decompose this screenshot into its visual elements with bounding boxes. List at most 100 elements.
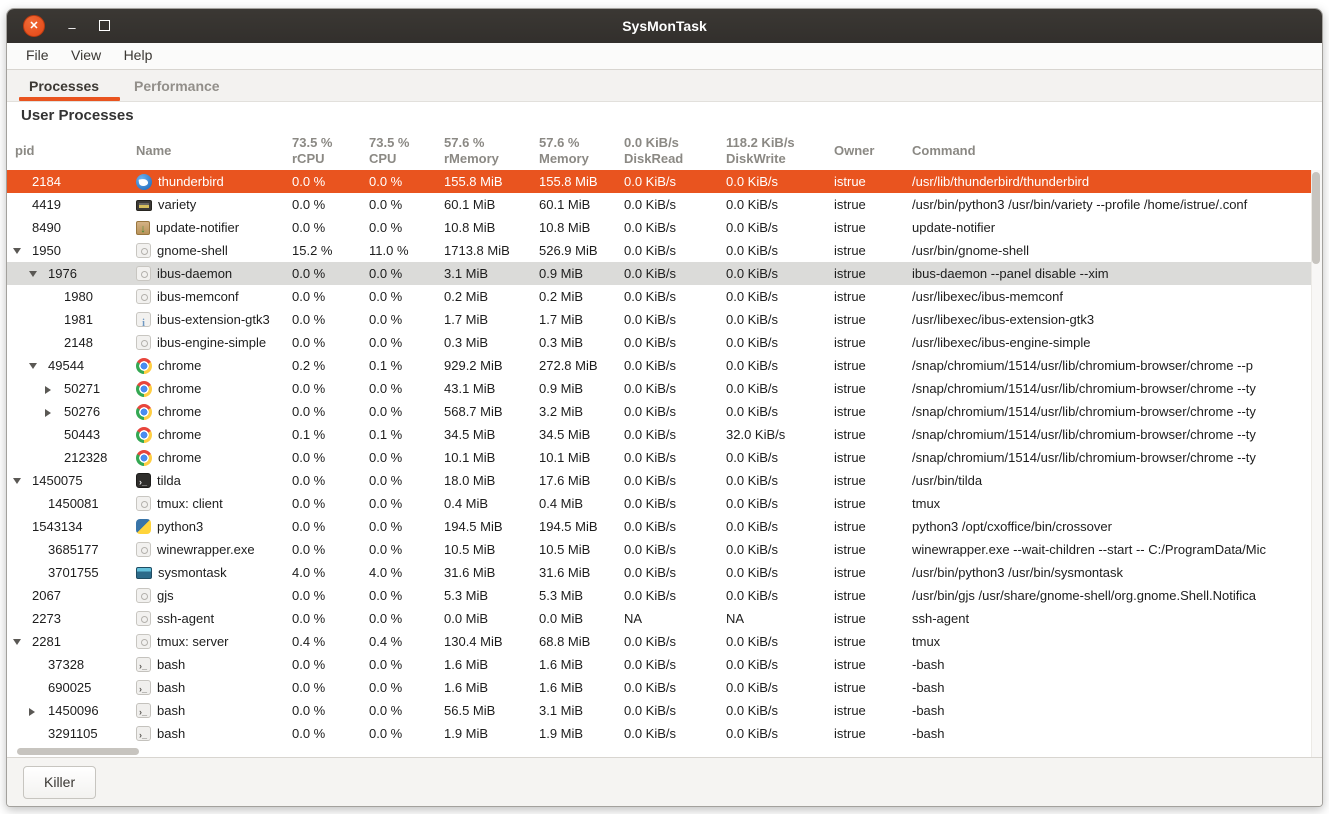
dread-cell: 0.0 KiB/s [624, 335, 677, 350]
process-row-49544[interactable]: 49544 chrome 0.2 % 0.1 % 929.2 MiB 272.8 MiB 0… [7, 354, 1322, 377]
pid-cell: 2148 [64, 335, 93, 350]
name-cell: bash [136, 699, 292, 722]
expand-arrow-icon[interactable] [29, 708, 35, 716]
menu-view[interactable]: View [71, 47, 102, 63]
dread-cell: 0.0 KiB/s [624, 404, 677, 419]
close-button[interactable] [23, 15, 45, 37]
col-header-rcpu[interactable]: 73.5 % rCPU [292, 135, 333, 166]
cpu-cell: 0.0 % [369, 726, 403, 741]
thunderbird-icon [136, 173, 152, 190]
gear-icon [136, 542, 151, 558]
cpu-cell: 0.0 % [369, 197, 403, 212]
dread-cell: 0.0 KiB/s [624, 634, 677, 649]
process-row-1980[interactable]: 1980 ibus-memconf 0.0 % 0.0 % 0.2 MiB 0.2 MiB… [7, 285, 1322, 308]
col-header-owner[interactable]: Owner [834, 143, 875, 158]
menu-help[interactable]: Help [123, 47, 153, 63]
name-cell: ibus-engine-simple [136, 331, 292, 354]
dread-cell: 0.0 KiB/s [624, 726, 677, 741]
process-row-2148[interactable]: 2148 ibus-engine-simple 0.0 % 0.0 % 0.3 MiB 0… [7, 331, 1322, 354]
cmd-cell: -bash [912, 657, 945, 672]
col-header-command[interactable]: Command [912, 143, 976, 158]
process-row-3291105[interactable]: 3291105 bash 0.0 % 0.0 % 1.9 MiB 1.9 MiB 0.0 K… [7, 722, 1322, 745]
name-cell: tmux: server [136, 630, 292, 653]
dwrite-cell: 0.0 KiB/s [726, 473, 779, 488]
dread-cell: 0.0 KiB/s [624, 220, 677, 235]
process-row-1950[interactable]: 1950 gnome-shell 15.2 % 11.0 % 1713.8 MiB 526… [7, 239, 1322, 262]
rmem-cell: 155.8 MiB [444, 174, 503, 189]
col-header-memory[interactable]: 57.6 % Memory [539, 135, 589, 166]
process-row-50443[interactable]: 50443 chrome 0.1 % 0.1 % 34.5 MiB 34.5 MiB 0.0… [7, 423, 1322, 446]
col-header-pid[interactable]: pid [15, 143, 35, 158]
maximize-button[interactable] [99, 20, 110, 31]
process-row-1976[interactable]: 1976 ibus-daemon 0.0 % 0.0 % 3.1 MiB 0.9 MiB 0… [7, 262, 1322, 285]
process-row-1450096[interactable]: 1450096 bash 0.0 % 0.0 % 56.5 MiB 3.1 MiB 0.0 … [7, 699, 1322, 722]
process-row-1981[interactable]: 1981 ibus-extension-gtk3 0.0 % 0.0 % 1.7 MiB… [7, 308, 1322, 331]
menu-file[interactable]: File [26, 47, 49, 63]
tab-processes[interactable]: Processes [29, 78, 100, 94]
vertical-scrollbar-track[interactable] [1311, 170, 1322, 758]
process-row-3685177[interactable]: 3685177 winewrapper.exe 0.0 % 0.0 % 10.5 MiB… [7, 538, 1322, 561]
process-row-1543134[interactable]: 1543134 python3 0.0 % 0.0 % 194.5 MiB 194.5 M… [7, 515, 1322, 538]
name-cell: python3 [136, 515, 292, 538]
process-row-1450081[interactable]: 1450081 tmux: client 0.0 % 0.0 % 0.4 MiB 0.4 … [7, 492, 1322, 515]
rmem-cell: 568.7 MiB [444, 404, 503, 419]
owner-cell: istrue [834, 450, 866, 465]
mem-cell: 0.3 MiB [539, 335, 584, 350]
process-row-50276[interactable]: 50276 chrome 0.0 % 0.0 % 568.7 MiB 3.2 MiB 0.0… [7, 400, 1322, 423]
process-row-2184[interactable]: 2184 thunderbird 0.0 % 0.0 % 155.8 MiB 155.8 … [7, 170, 1322, 193]
col-header-diskread[interactable]: 0.0 KiB/s DiskRead [624, 135, 684, 166]
process-row-4419[interactable]: 4419 variety 0.0 % 0.0 % 60.1 MiB 60.1 MiB 0.0… [7, 193, 1322, 216]
expand-arrow-icon[interactable] [45, 386, 51, 394]
rmem-cell: 0.3 MiB [444, 335, 489, 350]
col-header-rmemory[interactable]: 57.6 % rMemory [444, 135, 499, 166]
mem-cell: 1.6 MiB [539, 680, 584, 695]
pid-cell: 1450096 [7, 699, 134, 722]
owner-cell: istrue [834, 335, 866, 350]
horizontal-scrollbar-handle[interactable] [17, 748, 139, 755]
name-cell: chrome [136, 377, 292, 400]
killer-button[interactable]: Killer [23, 766, 97, 799]
pid-cell: 3291105 [48, 726, 98, 741]
mem-cell: 0.9 MiB [539, 381, 584, 396]
dread-cell: 0.0 KiB/s [624, 542, 677, 557]
col-header-name[interactable]: Name [136, 143, 172, 158]
vertical-scrollbar-handle[interactable] [1312, 172, 1320, 264]
col-header-diskwrite[interactable]: 118.2 KiB/s DiskWrite [726, 135, 795, 166]
dread-cell: 0.0 KiB/s [624, 174, 677, 189]
tab-performance[interactable]: Performance [134, 78, 220, 94]
owner-cell: istrue [834, 174, 866, 189]
collapse-arrow-icon[interactable] [29, 271, 37, 277]
process-row-37328[interactable]: 37328 bash 0.0 % 0.0 % 1.6 MiB 1.6 MiB 0.0 KiB… [7, 653, 1322, 676]
collapse-arrow-icon[interactable] [13, 478, 21, 484]
cmd-cell: ssh-agent [912, 611, 970, 626]
dwrite-cell: 0.0 KiB/s [726, 266, 779, 281]
process-row-50271[interactable]: 50271 chrome 0.0 % 0.0 % 43.1 MiB 0.9 MiB 0.0 … [7, 377, 1322, 400]
collapse-arrow-icon[interactable] [13, 248, 21, 254]
process-row-2281[interactable]: 2281 tmux: server 0.4 % 0.4 % 130.4 MiB 68.8 … [7, 630, 1322, 653]
expand-arrow-icon[interactable] [45, 409, 51, 417]
minimize-button[interactable]: – [68, 20, 76, 35]
name-cell: winewrapper.exe [136, 538, 292, 561]
rcpu-cell: 4.0 % [292, 565, 326, 580]
col-header-cpu[interactable]: 73.5 % CPU [369, 135, 410, 166]
collapse-arrow-icon[interactable] [29, 363, 37, 369]
pid-cell: 1450081 [48, 496, 99, 511]
process-row-8490[interactable]: 8490 update-notifier 0.0 % 0.0 % 10.8 MiB 10.… [7, 216, 1322, 239]
process-row-2273[interactable]: 2273 ssh-agent 0.0 % 0.0 % 0.0 MiB 0.0 MiB NA N… [7, 607, 1322, 630]
owner-cell: istrue [834, 565, 866, 580]
process-row-2067[interactable]: 2067 gjs 0.0 % 0.0 % 5.3 MiB 5.3 MiB 0.0 KiB/s… [7, 584, 1322, 607]
collapse-arrow-icon[interactable] [13, 639, 21, 645]
process-row-3701755[interactable]: 3701755 sysmontask 4.0 % 4.0 % 31.6 MiB 31.6 … [7, 561, 1322, 584]
cmd-cell: -bash [912, 726, 945, 741]
cmd-cell: /usr/lib/thunderbird/thunderbird [912, 174, 1090, 189]
pid-cell: 2184 [32, 174, 61, 189]
dread-cell: 0.0 KiB/s [624, 703, 677, 718]
pid-cell: 2273 [32, 611, 61, 626]
rmem-cell: 5.3 MiB [444, 588, 489, 603]
owner-cell: istrue [834, 289, 866, 304]
process-row-212328[interactable]: 212328 chrome 0.0 % 0.0 % 10.1 MiB 10.1 MiB 0.… [7, 446, 1322, 469]
cmd-cell: /usr/bin/tilda [912, 473, 983, 488]
name-cell: bash [136, 722, 292, 745]
process-row-1450075[interactable]: 1450075 tilda 0.0 % 0.0 % 18.0 MiB 17.6 MiB 0.… [7, 469, 1322, 492]
cmd-cell: /usr/libexec/ibus-engine-simple [912, 335, 1091, 350]
